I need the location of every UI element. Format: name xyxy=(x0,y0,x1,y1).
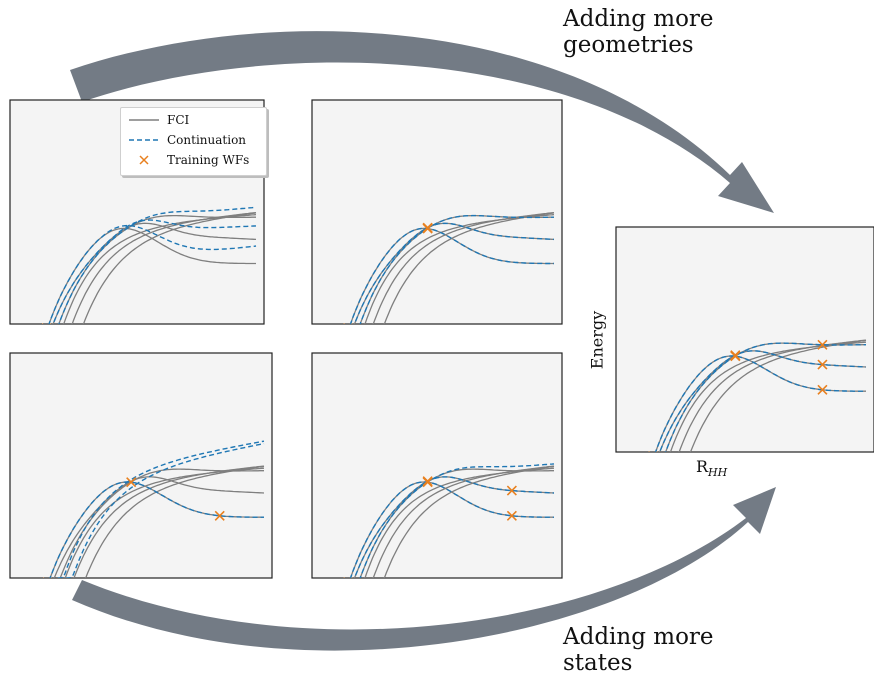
panel-frame xyxy=(311,352,563,579)
panel-bottom-middle xyxy=(311,352,563,579)
legend-item-fci: FCI xyxy=(121,112,266,130)
fci-curve xyxy=(71,211,257,324)
fci-curve xyxy=(84,465,265,578)
legend-label: FCI xyxy=(167,113,190,127)
caption-line: geometries xyxy=(563,32,694,58)
continuation-curve xyxy=(359,214,554,324)
fci-curve xyxy=(383,465,555,578)
training-marker xyxy=(730,351,741,362)
continuation-curve xyxy=(48,224,257,324)
training-marker xyxy=(648,451,658,452)
panel-plot-area xyxy=(648,339,867,452)
panel-right xyxy=(615,226,874,453)
panel-plot-area xyxy=(343,463,555,578)
continuation-curve xyxy=(359,463,555,578)
legend-item-continuation: Continuation xyxy=(121,132,266,150)
legend-label: Training WFs xyxy=(167,153,250,167)
training-marker xyxy=(343,577,353,578)
continuation-curve xyxy=(353,476,555,578)
training-marker xyxy=(214,510,225,521)
training-marker xyxy=(43,577,53,578)
training-marker xyxy=(343,323,353,324)
panel-plot-area xyxy=(43,440,265,578)
continuation-curve xyxy=(349,227,554,324)
continuation-curve xyxy=(49,481,264,578)
continuation-curve xyxy=(349,481,554,578)
training-marker xyxy=(343,323,353,324)
fci-curve xyxy=(82,212,257,324)
training-marker xyxy=(42,323,52,324)
training-marker xyxy=(817,339,828,350)
continuation-curve xyxy=(52,440,265,578)
training-marker xyxy=(126,477,137,488)
training-marker xyxy=(422,223,433,234)
fci-curve xyxy=(383,212,555,324)
continuation-curve xyxy=(664,342,866,452)
legend: FCI Continuation Training WFs xyxy=(120,107,267,176)
panel-frame xyxy=(9,352,273,579)
continuation-curve xyxy=(52,219,257,324)
adding-geometries-caption: Adding more geometries xyxy=(563,6,714,58)
training-marker xyxy=(817,384,828,395)
training-marker xyxy=(506,485,517,496)
panel-frame xyxy=(615,226,874,453)
caption-line: states xyxy=(563,650,633,676)
adding-states-caption: Adding more states xyxy=(563,624,714,676)
training-marker xyxy=(42,323,52,324)
continuation-dash-icon xyxy=(129,139,159,141)
training-marker xyxy=(422,477,433,488)
caption-line: Adding more xyxy=(563,6,714,32)
panels-layer xyxy=(9,99,874,579)
panel-plot-area xyxy=(343,211,555,324)
training-marker xyxy=(343,577,353,578)
y-axis-label: Energy xyxy=(587,310,607,370)
fci-line-icon xyxy=(129,119,159,121)
caption-line: Adding more xyxy=(563,624,714,650)
cross-marker-icon xyxy=(139,155,149,165)
x-axis-label-main: R xyxy=(696,457,709,476)
fci-curve xyxy=(372,465,555,578)
panel-plot-area xyxy=(42,206,257,324)
x-axis-label: RHH xyxy=(696,457,727,479)
panel-frame xyxy=(311,99,563,325)
continuation-curve xyxy=(658,350,867,452)
fci-curve xyxy=(73,465,265,578)
legend-item-training: Training WFs xyxy=(121,152,266,170)
continuation-curve xyxy=(353,222,555,324)
training-marker xyxy=(506,510,517,521)
training-marker xyxy=(343,323,353,324)
legend-label: Continuation xyxy=(167,133,247,147)
panel-bottom-left xyxy=(9,352,273,579)
fci-curve xyxy=(689,339,867,452)
training-marker xyxy=(648,451,658,452)
training-marker xyxy=(648,451,658,452)
training-marker xyxy=(42,323,52,324)
fci-curve xyxy=(53,476,265,578)
x-axis-label-sub: HH xyxy=(708,466,728,480)
continuation-curve xyxy=(654,355,866,452)
training-marker xyxy=(817,359,828,370)
panel-top-middle xyxy=(311,99,563,325)
